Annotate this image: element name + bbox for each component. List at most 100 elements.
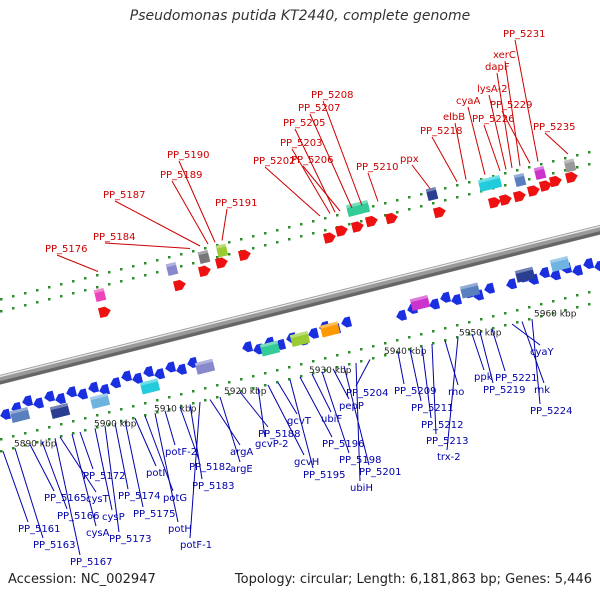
lower-leader-line [179, 406, 200, 461]
strand-dot [48, 438, 51, 441]
lower-gene-box [259, 340, 281, 357]
strand-dot [192, 402, 195, 405]
strand-dot [132, 277, 135, 280]
feature-shape [33, 397, 45, 409]
feature-shape [396, 309, 408, 321]
lower-leader-line [444, 340, 459, 386]
strand-dot [336, 214, 339, 217]
lower-gene-box [89, 392, 111, 410]
lower-leader-line [71, 433, 97, 527]
upper-gene-label: PP_5208 [311, 90, 354, 101]
lower-gene-box [459, 282, 481, 299]
lower-leader-line [219, 396, 241, 463]
strand-dot [120, 408, 123, 411]
lower-gene-box [549, 255, 571, 273]
lower-gene-box [9, 406, 31, 424]
strand-dot [444, 339, 447, 342]
strand-dot [456, 324, 459, 327]
feature-shape [549, 255, 571, 273]
strand-dot [408, 196, 411, 199]
lower-gene-label: rho [448, 387, 464, 398]
lower-gene-label: cyaY [530, 347, 555, 358]
strand-dot [216, 384, 219, 387]
lower-gene-arrow [583, 257, 595, 269]
feature-shape [194, 358, 216, 375]
feature-shape [459, 282, 481, 299]
strand-dot [252, 387, 255, 390]
upper-gene-box [513, 172, 527, 188]
strand-dot [312, 372, 315, 375]
strand-dot [240, 238, 243, 241]
lower-gene-arrow [22, 395, 34, 407]
strand-dot [216, 244, 219, 247]
strand-dot [468, 321, 471, 324]
strand-dot [588, 151, 591, 154]
strand-dot [528, 306, 531, 309]
upper-leader-line [454, 122, 467, 180]
feature-shape [409, 294, 431, 312]
strand-dot [432, 342, 435, 345]
feature-shape [165, 361, 177, 373]
strand-dot [396, 211, 399, 214]
feature-shape [539, 266, 551, 278]
lower-gene-label: PP_5212 [421, 420, 464, 431]
lower-gene-label: PP_5175 [133, 509, 176, 520]
strand-dot [24, 292, 27, 295]
gene-features[interactable] [0, 158, 600, 424]
feature-highlight [197, 249, 209, 256]
lower-gene-arrow [539, 266, 551, 278]
strand-dot [48, 286, 51, 289]
lower-gene-label: PP_5198 [339, 455, 382, 466]
lower-gene-label: gcvP-2 [255, 439, 289, 450]
gene-labels[interactable]: PP_5176 PP_5184 PP_5187 PP_5189 PP_5190 PP_51… [2, 29, 576, 568]
strand-dot [504, 312, 507, 315]
lower-leader-line [431, 343, 437, 435]
upper-gene-arrow [172, 279, 186, 292]
feature-shape [110, 377, 122, 389]
feature-highlight [533, 165, 545, 172]
lower-leader-line [311, 373, 332, 413]
strand-dot [504, 184, 507, 187]
lower-leader-line [41, 441, 68, 510]
lower-gene-label: PP_5173 [109, 534, 152, 545]
kbp-tick-label: 5960 kbp [534, 310, 577, 320]
upper-gene-box [165, 261, 179, 277]
lower-gene-arrow [0, 408, 12, 420]
feature-shape [526, 185, 540, 197]
upper-leader-line [309, 113, 353, 209]
strand-dot [348, 363, 351, 366]
lower-gene-label: PP_5224 [530, 406, 573, 417]
feature-shape [364, 215, 378, 228]
strand-dot [168, 408, 171, 411]
upper-gene-arrow [350, 221, 364, 233]
feature-shape [197, 249, 211, 265]
lower-leader-line [299, 376, 333, 438]
upper-gene-label: dapF [485, 62, 510, 73]
strand-dot [144, 414, 147, 417]
lower-gene-arrow [429, 298, 441, 310]
lower-gene-label: PP_5211 [411, 403, 454, 414]
upper-leader-line [221, 208, 228, 241]
strand-dot [84, 277, 87, 280]
upper-leader-line [56, 254, 99, 272]
strand-dot [228, 241, 231, 244]
lower-gene-arrow [110, 377, 122, 389]
feature-shape [242, 341, 254, 353]
strand-dot [96, 286, 99, 289]
strand-dot [276, 229, 279, 232]
strand-dot [288, 366, 291, 369]
feature-shape [487, 197, 501, 209]
strand-dot [492, 327, 495, 330]
lower-gene-label: PP_5195 [303, 470, 346, 481]
lower-gene-arrow [176, 363, 188, 375]
strand-dot [492, 175, 495, 178]
strand-dot [60, 423, 63, 426]
lower-gene-label: potF-2 [165, 447, 197, 458]
strand-dot [288, 226, 291, 229]
feature-shape [214, 257, 228, 269]
strand-dot [192, 390, 195, 393]
lower-gene-label: potG [163, 493, 187, 504]
lower-leader-line [289, 379, 314, 469]
strand-dot [156, 271, 159, 274]
